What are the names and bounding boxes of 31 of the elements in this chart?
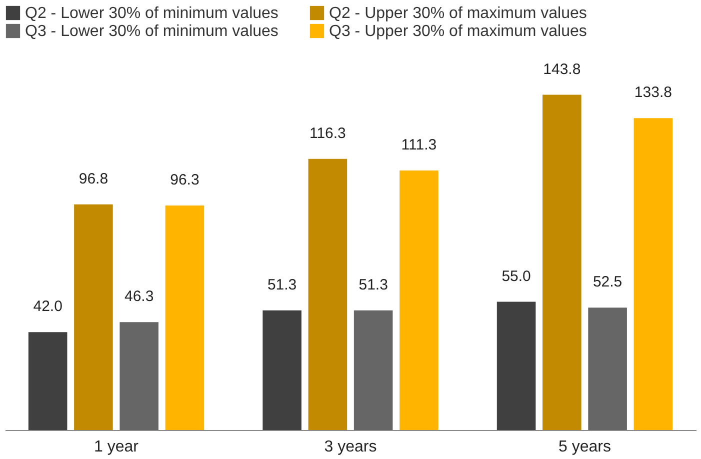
bar [588,308,627,430]
legend-label: Q3 - Upper 30% of maximum values [329,23,587,40]
data-label: 116.3 [309,124,346,142]
bar [496,302,536,430]
data-label: 46.3 [124,288,154,306]
x-tick-label: 3 years [324,438,377,456]
data-label: 55.0 [502,268,531,285]
legend-label: Q3 - Lower 30% of minimum values [25,23,278,40]
bar [120,322,158,430]
bar [28,332,68,430]
data-label: 111.3 [401,136,437,154]
legend-label: Q2 - Lower 30% of minimum values [25,5,278,22]
data-label: 96.3 [170,172,200,188]
bar [165,206,204,430]
data-label: 42.0 [33,298,62,316]
data-label: 96.8 [78,170,108,188]
bar [308,158,348,430]
legend-label: Q2 - Upper 30% of maximum values [329,5,587,22]
data-label: 143.8 [543,60,581,78]
data-label: 51.3 [267,276,297,294]
data-label: 133.8 [634,84,672,102]
bar [400,170,438,430]
data-label: 52.5 [592,274,622,291]
bar [262,310,302,430]
bar [354,310,393,430]
bar [74,204,113,430]
x-tick-label: 1 year [94,438,140,456]
x-tick-label: 5 years [558,438,611,456]
bar [542,94,582,430]
data-label: 51.3 [358,276,388,294]
bar [634,118,673,430]
